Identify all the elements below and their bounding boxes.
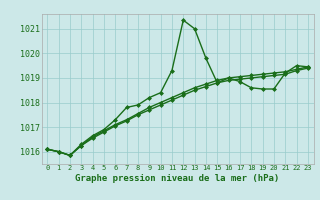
X-axis label: Graphe pression niveau de la mer (hPa): Graphe pression niveau de la mer (hPa) [76,174,280,183]
